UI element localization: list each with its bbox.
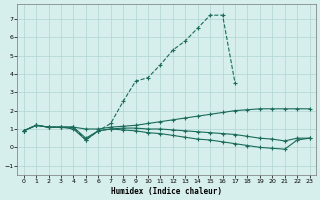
X-axis label: Humidex (Indice chaleur): Humidex (Indice chaleur) [111, 187, 222, 196]
